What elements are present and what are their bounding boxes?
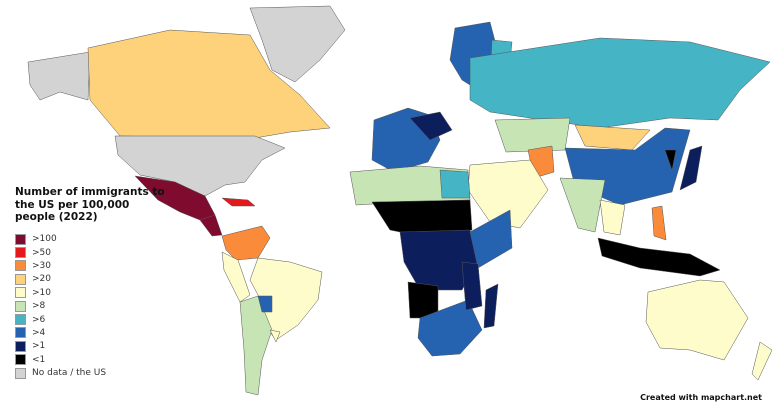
legend-label: >10	[32, 287, 51, 298]
region-russia	[469, 37, 771, 129]
legend-label: No data / the US	[32, 368, 107, 379]
region-caribbean	[221, 197, 256, 207]
legend-label: >30	[32, 260, 51, 271]
legend-label: >20	[32, 274, 51, 285]
legend-swatch	[15, 233, 26, 245]
legend-item: >10	[15, 286, 165, 299]
region-madagascar	[483, 283, 499, 329]
region-kazakhstan	[494, 117, 571, 153]
region-india	[559, 177, 606, 233]
region-paraguay	[257, 295, 273, 313]
region-central-africa	[399, 229, 481, 291]
legend-item: >6	[15, 313, 165, 326]
legend-swatch	[15, 273, 26, 285]
region-ecuador-peru	[221, 251, 251, 303]
legend-label: >6	[32, 314, 46, 325]
region-canada	[87, 29, 331, 139]
region-central-america	[199, 214, 223, 237]
region-colombia-venezuela	[221, 225, 271, 261]
legend-item: >8	[15, 299, 165, 312]
region-brazil	[249, 257, 323, 341]
legend-swatch	[15, 300, 26, 312]
region-greenland	[249, 5, 346, 83]
region-usa	[114, 135, 286, 197]
legend-swatch	[15, 340, 26, 352]
credit-text: Created with mapchart.net	[640, 393, 762, 402]
legend-label: >8	[32, 301, 46, 312]
legend: Number of immigrants to the US per 100,0…	[15, 186, 165, 380]
legend-label: >1	[32, 341, 46, 352]
legend-swatch	[15, 367, 26, 379]
legend-item: >1	[15, 340, 165, 353]
region-central-europe	[409, 111, 453, 141]
legend-item: >50	[15, 246, 165, 259]
region-alaska	[27, 51, 91, 101]
legend-label: >4	[32, 327, 46, 338]
region-egypt	[439, 169, 471, 199]
region-japan	[679, 145, 703, 191]
region-korea	[664, 149, 677, 171]
legend-item: >30	[15, 259, 165, 272]
region-new-zealand	[751, 341, 773, 381]
region-indonesia	[597, 237, 721, 277]
legend-item: >4	[15, 326, 165, 339]
legend-label: <1	[32, 354, 46, 365]
region-uruguay	[269, 329, 281, 343]
legend-item: No data / the US	[15, 366, 165, 379]
legend-label: >100	[32, 234, 57, 245]
region-angola	[407, 281, 439, 319]
legend-item: <1	[15, 353, 165, 366]
legend-label: >50	[32, 247, 51, 258]
region-philippines	[651, 205, 667, 241]
legend-title: Number of immigrants to the US per 100,0…	[15, 186, 165, 223]
legend-swatch	[15, 327, 26, 339]
region-australia	[645, 279, 749, 361]
region-mozambique	[461, 261, 483, 311]
legend-item: >100	[15, 233, 165, 246]
legend-item: >20	[15, 273, 165, 286]
legend-swatch	[15, 247, 26, 259]
region-east-africa	[469, 209, 513, 269]
legend-swatch	[15, 260, 26, 272]
legend-swatch	[15, 354, 26, 366]
legend-swatch	[15, 314, 26, 326]
region-mongolia	[574, 124, 651, 151]
region-vietnam-thailand	[599, 199, 626, 236]
legend-swatch	[15, 287, 26, 299]
